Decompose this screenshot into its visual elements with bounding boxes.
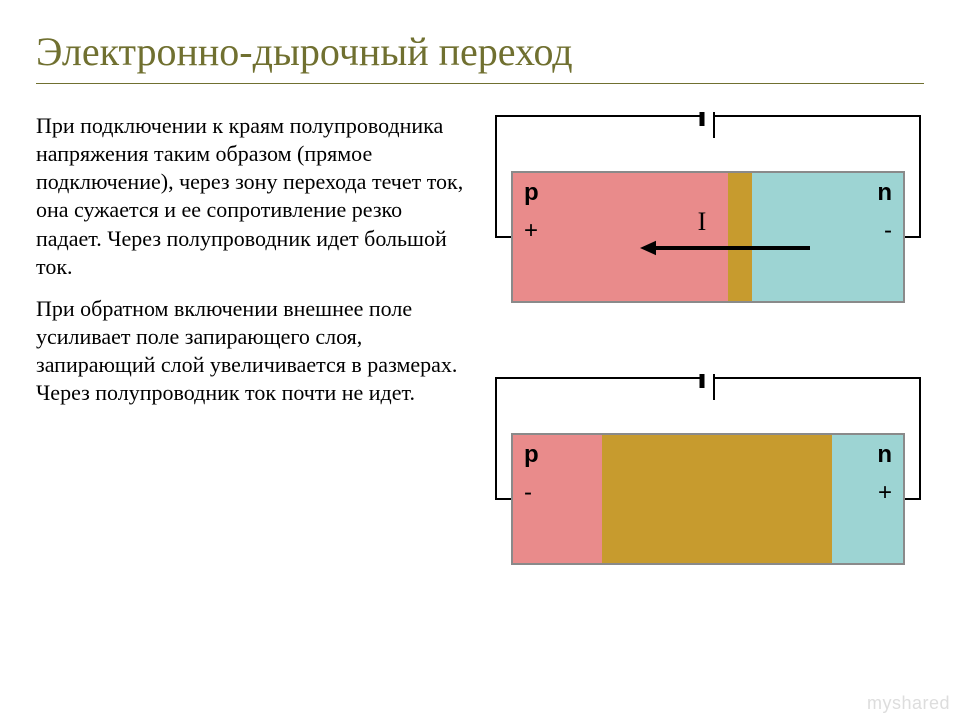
svg-text:n: n (877, 179, 892, 206)
watermark: myshared (867, 693, 950, 714)
diagram-reverse-bias: p n - + (492, 374, 924, 614)
svg-text:-: - (884, 217, 892, 244)
diagram-column: p n + - I p n - + (492, 112, 924, 632)
svg-text:n: n (877, 441, 892, 468)
svg-text:-: - (524, 479, 532, 506)
diagram-forward-bias: p n + - I (492, 112, 924, 352)
svg-text:+: + (878, 479, 892, 506)
svg-text:+: + (524, 217, 538, 244)
title-rule (36, 83, 924, 84)
paragraph-1: При подключении к краям полупроводника н… (36, 112, 468, 281)
svg-text:p: p (524, 441, 539, 468)
paragraph-2: При обратном включении внешнее поле усил… (36, 295, 468, 408)
svg-text:I: I (698, 207, 707, 236)
svg-text:p: p (524, 179, 539, 206)
slide: Электронно-дырочный переход При подключе… (0, 0, 960, 720)
slide-title: Электронно-дырочный переход (36, 28, 924, 75)
body-row: При подключении к краям полупроводника н… (36, 112, 924, 632)
text-column: При подключении к краям полупроводника н… (36, 112, 468, 422)
